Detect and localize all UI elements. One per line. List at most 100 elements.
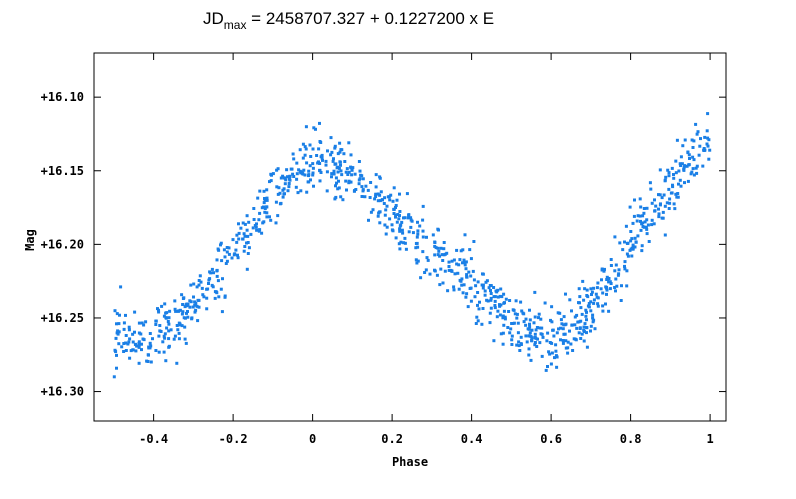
data-point <box>614 289 617 293</box>
data-point <box>573 315 577 319</box>
data-point <box>210 283 214 287</box>
data-point <box>287 185 291 189</box>
data-point <box>206 287 210 291</box>
data-point <box>476 291 480 294</box>
data-point <box>458 278 462 282</box>
data-point <box>500 295 504 299</box>
data-point <box>225 250 229 254</box>
data-point <box>410 219 414 223</box>
data-point <box>540 354 544 358</box>
data-point <box>594 292 598 296</box>
data-point <box>667 207 671 210</box>
data-point <box>295 172 299 176</box>
data-point <box>629 230 633 233</box>
data-point <box>378 193 382 197</box>
data-point <box>247 246 251 250</box>
data-point <box>503 317 507 321</box>
data-point <box>344 179 348 183</box>
data-point <box>246 241 250 244</box>
data-point <box>625 269 629 273</box>
data-point <box>394 215 397 219</box>
data-point <box>464 260 468 264</box>
y-tick-label: +16.25 <box>41 311 84 325</box>
data-point <box>467 270 471 274</box>
data-point <box>658 203 662 207</box>
data-point <box>265 188 269 192</box>
data-point <box>437 228 440 232</box>
data-point <box>559 326 562 330</box>
data-point <box>528 325 532 329</box>
data-point <box>176 328 180 332</box>
data-point <box>199 280 203 284</box>
data-point <box>559 318 563 322</box>
data-point <box>701 164 705 168</box>
data-point <box>635 219 639 223</box>
data-point <box>507 310 511 313</box>
data-point <box>158 329 162 333</box>
data-point <box>625 252 629 256</box>
data-point <box>605 275 609 279</box>
data-point <box>468 248 472 252</box>
data-point <box>634 240 638 244</box>
data-point <box>174 309 178 313</box>
data-point <box>260 206 264 210</box>
data-point <box>167 329 171 333</box>
data-point <box>137 340 141 344</box>
data-point <box>561 341 565 345</box>
data-point <box>373 197 377 201</box>
data-point <box>443 269 447 273</box>
data-point <box>397 217 401 221</box>
data-point <box>649 187 653 191</box>
data-point <box>368 196 372 199</box>
data-point <box>263 199 267 202</box>
data-point <box>650 201 654 205</box>
data-point <box>683 164 687 168</box>
data-point <box>116 329 120 333</box>
data-point <box>663 204 667 208</box>
data-point <box>674 159 678 163</box>
data-point <box>596 281 600 285</box>
data-point <box>672 202 676 206</box>
data-point <box>660 216 664 220</box>
data-point <box>345 188 348 192</box>
data-point <box>160 304 164 308</box>
data-point <box>551 328 555 332</box>
data-point <box>162 350 166 354</box>
data-point <box>197 283 201 287</box>
data-point <box>391 229 395 233</box>
data-point <box>682 168 686 172</box>
data-point <box>269 179 273 183</box>
data-point <box>164 311 168 315</box>
data-point <box>163 332 167 336</box>
data-point <box>501 331 505 335</box>
data-point <box>653 209 657 213</box>
data-point <box>645 218 649 222</box>
data-point <box>502 301 506 305</box>
data-point <box>231 238 235 242</box>
data-point <box>452 258 456 262</box>
data-point <box>378 176 382 180</box>
data-point <box>540 326 544 330</box>
data-point <box>371 208 375 212</box>
data-point <box>215 258 219 262</box>
data-point <box>338 141 342 145</box>
data-point <box>265 205 269 209</box>
data-point <box>245 214 249 218</box>
data-point <box>481 286 485 290</box>
data-point <box>186 302 190 306</box>
data-point <box>533 290 537 294</box>
data-point <box>258 211 262 215</box>
data-point <box>298 169 302 173</box>
data-point <box>515 343 519 347</box>
x-tick-label: -0.4 <box>139 432 168 446</box>
data-point <box>383 196 387 200</box>
data-point <box>620 284 623 288</box>
data-point <box>516 331 520 335</box>
data-point <box>481 307 485 310</box>
data-point <box>122 327 126 331</box>
data-point <box>442 247 446 251</box>
data-point <box>585 310 588 314</box>
data-point <box>489 284 493 288</box>
data-point <box>585 345 589 349</box>
data-point <box>499 332 503 336</box>
